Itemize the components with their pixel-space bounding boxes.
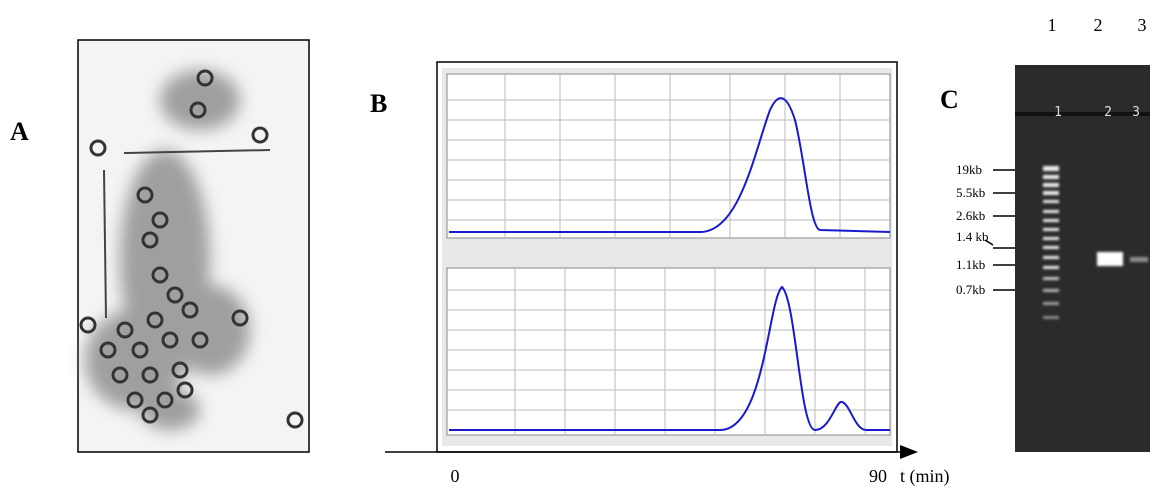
- lane-number: 2: [1094, 15, 1103, 35]
- axis-start: 0: [451, 466, 460, 486]
- lane-number: 1: [1048, 15, 1057, 35]
- panel-label: C: [940, 85, 959, 114]
- marker-label: 1.4 kb: [956, 229, 989, 244]
- marker-label: 1.1kb: [956, 257, 985, 272]
- chromatogram: [385, 61, 918, 459]
- gel-lane-label: 2: [1104, 105, 1112, 120]
- panel-label: A: [10, 117, 29, 146]
- lane-number: 3: [1138, 15, 1147, 35]
- axis-unit: t (min): [900, 466, 950, 487]
- gel: [1015, 65, 1150, 452]
- marker-label: 2.6kb: [956, 208, 985, 223]
- gel-lane-label: 3: [1132, 105, 1140, 120]
- gel-lane-label: 1: [1054, 105, 1062, 120]
- micrograph: [77, 39, 310, 453]
- marker-label: 19kb: [956, 162, 982, 177]
- panel-label: B: [370, 89, 387, 118]
- marker-lines: [984, 169, 1015, 291]
- marker-label: 0.7kb: [956, 282, 985, 297]
- marker-label: 5.5kb: [956, 185, 985, 200]
- axis-end: 90: [869, 466, 887, 486]
